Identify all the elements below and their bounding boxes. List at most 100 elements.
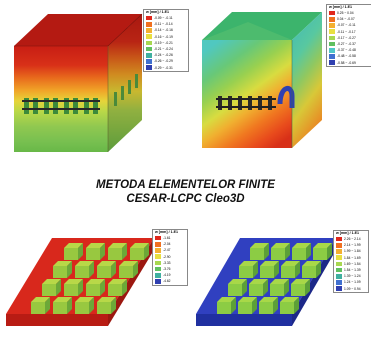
legend-swatch (155, 279, 161, 284)
legend-swatch (336, 242, 342, 248)
legend-range-label: 1.99 ~ 1.84 (344, 249, 361, 254)
legend-range-label: -0.17 ~ -0.27 (337, 35, 356, 40)
legend-range-label: -2.04 (163, 242, 171, 247)
legend-swatch (146, 52, 152, 58)
color-scale-legend-2: w [mm] / 1.E1 0.25 ~ 0.04 0.04 ~ -0.07 -0.… (326, 4, 371, 67)
pile-cap (228, 279, 247, 296)
pile-cap (250, 243, 269, 260)
pile-cap (281, 261, 300, 278)
pile-cap (270, 279, 289, 296)
pile-cap (217, 297, 236, 314)
legend-range-label: 1.84 ~ 1.69 (344, 255, 361, 260)
legend-range-label: 0.04 ~ -0.07 (337, 17, 355, 22)
pile-group-view-2 (190, 222, 371, 347)
legend-row: -4.19 (153, 272, 187, 278)
color-scale-legend-4: w [mm] / 1.E1 2.26 ~ 2.14 2.14 ~ 1.99 1.99… (333, 230, 369, 293)
fem-model-view-2 (188, 0, 371, 165)
legend-range-label: -4.62 (163, 279, 171, 284)
legend-swatch (336, 286, 342, 291)
legend-swatch (336, 236, 342, 242)
legend-row: -0.19 ~ -0.21 (144, 40, 188, 46)
legend-row: 1.24 ~ 1.09 (334, 279, 368, 285)
legend-row: 0.25 ~ 0.04 (327, 10, 371, 16)
legend-range-label: -2.90 (163, 254, 171, 259)
pile-cap (238, 297, 257, 314)
raft-front-face (6, 314, 108, 326)
legend-swatch (155, 241, 161, 247)
legend-row: -3.76 (153, 266, 187, 272)
legend-swatch (146, 21, 152, 27)
legend-row: -0.17 ~ -0.27 (327, 35, 371, 41)
fem-block-render-2 (202, 12, 322, 148)
legend-range-label: -0.29 ~ -0.31 (154, 65, 173, 70)
figure-caption: METODA ELEMENTELOR FINITE CESAR-LCPC Cle… (0, 178, 371, 206)
legend-title: w [mm] / 1.E1 (155, 230, 178, 234)
legend-range-label: -0.14 ~ -0.16 (154, 28, 173, 33)
pile-group-view-1 (0, 222, 190, 347)
legend-row: 1.99 ~ 1.84 (334, 248, 368, 254)
legend-swatch (146, 46, 152, 52)
legend-range-label: -0.11 ~ -0.17 (337, 29, 356, 34)
legend-range-label: -0.27 ~ -0.37 (337, 42, 356, 47)
legend-rows: 2.26 ~ 2.14 2.14 ~ 1.99 1.99 ~ 1.84 1.84 ~ … (334, 236, 368, 292)
legend-row: -0.09 ~ -0.11 (144, 15, 188, 21)
pile-row-front (22, 98, 100, 114)
legend-title: w [mm] / 1.E1 (329, 5, 352, 9)
pile-cap (130, 243, 149, 260)
pile-cap (108, 243, 127, 260)
legend-swatch (329, 23, 335, 28)
pile-cap (75, 297, 94, 314)
legend-range-label: 1.24 ~ 1.09 (344, 280, 361, 285)
legend-swatch (155, 266, 161, 272)
legend-range-label: -2.47 (163, 248, 171, 253)
pile-cap (75, 261, 94, 278)
legend-title: w [mm] / 1.E1 (146, 10, 169, 14)
pile-cap (259, 297, 278, 314)
legend-row: -0.14 ~ -0.16 (144, 27, 188, 33)
fem-model-view-1 (0, 0, 190, 165)
pile-cap (97, 261, 116, 278)
legend-swatch (329, 41, 335, 47)
pile-cap (292, 243, 311, 260)
legend-row: -0.48 ~ -0.58 (327, 53, 371, 59)
pile-cap (291, 279, 310, 296)
color-scale-legend-3: w [mm] / 1.E1 -1.61 -2.04 -2.47 -2.90 -3.33-… (152, 229, 188, 286)
legend-range-label: -0.24 ~ -0.26 (154, 53, 173, 58)
pile-grid-render-1 (6, 238, 154, 326)
legend-row: -0.24 ~ -0.26 (144, 52, 188, 58)
legend-range-label: -0.19 ~ -0.21 (154, 40, 173, 45)
pile-cap (108, 279, 127, 296)
legend-row: -2.47 (153, 247, 187, 253)
legend-swatch (329, 54, 335, 59)
pile-cap (31, 297, 50, 314)
raft-front-face (196, 314, 292, 326)
pile-row-side (114, 74, 138, 106)
legend-row: 1.09 ~ 0.94 (334, 286, 368, 292)
legend-range-label: -0.48 ~ -0.58 (337, 54, 356, 59)
legend-row: -3.33 (153, 260, 187, 266)
pile-cap (249, 279, 268, 296)
legend-swatch (336, 249, 342, 254)
legend-row: 1.54 ~ 1.39 (334, 267, 368, 273)
pile-cap (97, 297, 116, 314)
legend-title: w [mm] / 1.E1 (336, 231, 359, 235)
legend-swatch (146, 34, 152, 39)
legend-swatch (155, 254, 161, 259)
legend-swatch (329, 29, 335, 34)
block-side-face (292, 12, 322, 148)
caption-line-2: CESAR-LCPC Cleo3D (126, 193, 245, 205)
pile-row-front (216, 96, 276, 110)
legend-range-label: -3.76 (163, 267, 171, 272)
legend-swatch (146, 28, 152, 33)
legend-row: -0.26 ~ -0.29 (144, 58, 188, 64)
pile-cap (53, 261, 72, 278)
pile-cap (64, 243, 83, 260)
legend-range-label: -1.61 (163, 236, 171, 241)
legend-swatch (336, 255, 342, 260)
legend-row: 1.84 ~ 1.69 (334, 255, 368, 261)
legend-row: -0.11 ~ -0.17 (327, 29, 371, 35)
legend-row: -0.16 ~ -0.19 (144, 34, 188, 40)
legend-swatch (336, 261, 342, 267)
pile-grid-render-2 (196, 238, 336, 326)
pile-cap (86, 279, 105, 296)
